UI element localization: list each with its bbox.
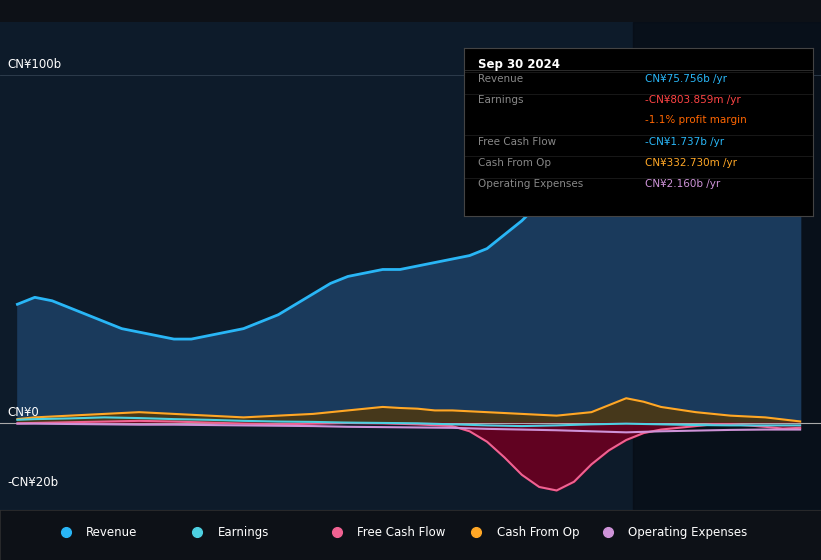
Text: -CN¥1.737b /yr: -CN¥1.737b /yr <box>645 137 724 147</box>
Text: Cash From Op: Cash From Op <box>497 526 579 539</box>
Text: Cash From Op: Cash From Op <box>478 158 551 167</box>
Text: -CN¥20b: -CN¥20b <box>7 476 58 489</box>
Text: Earnings: Earnings <box>218 526 269 539</box>
Text: Free Cash Flow: Free Cash Flow <box>478 137 556 147</box>
Text: CN¥100b: CN¥100b <box>7 58 61 71</box>
Text: Revenue: Revenue <box>478 73 523 83</box>
Text: CN¥0: CN¥0 <box>7 406 39 419</box>
Text: CN¥75.756b /yr: CN¥75.756b /yr <box>645 73 727 83</box>
Text: CN¥2.160b /yr: CN¥2.160b /yr <box>645 179 721 189</box>
Text: Sep 30 2024: Sep 30 2024 <box>478 58 560 71</box>
Text: -1.1% profit margin: -1.1% profit margin <box>645 115 747 125</box>
Text: Operating Expenses: Operating Expenses <box>478 179 583 189</box>
Text: Operating Expenses: Operating Expenses <box>628 526 747 539</box>
Text: CN¥332.730m /yr: CN¥332.730m /yr <box>645 158 737 167</box>
Text: -CN¥803.859m /yr: -CN¥803.859m /yr <box>645 96 741 105</box>
Text: Earnings: Earnings <box>478 96 523 105</box>
Text: Free Cash Flow: Free Cash Flow <box>357 526 446 539</box>
Bar <box>633 22 821 510</box>
Text: Revenue: Revenue <box>86 526 138 539</box>
